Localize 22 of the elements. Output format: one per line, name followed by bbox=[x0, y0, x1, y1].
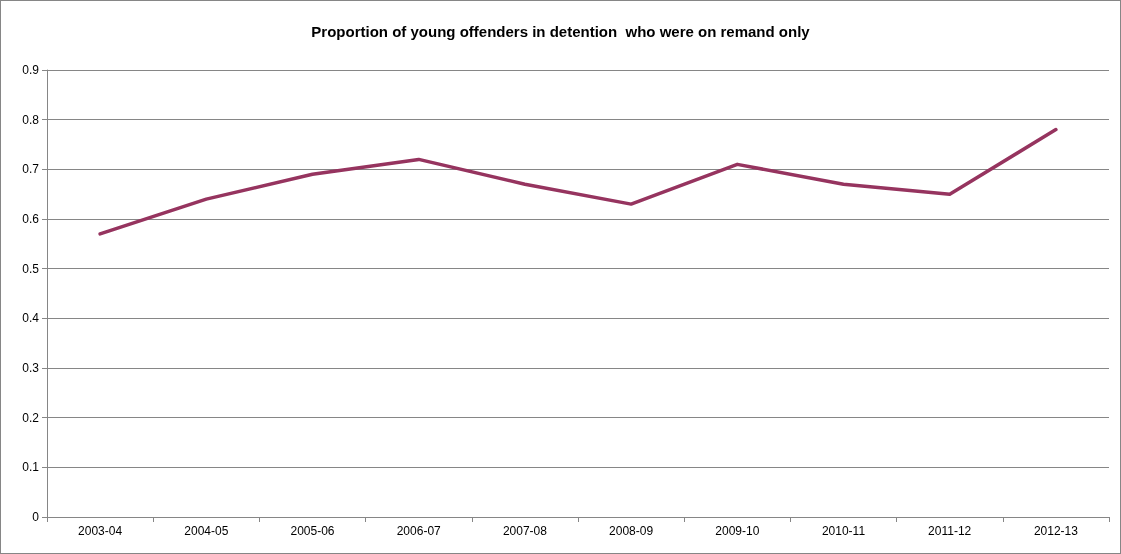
line-series bbox=[98, 127, 1058, 236]
y-tick-label: 0.8 bbox=[22, 112, 40, 127]
y-tick-label: 0.4 bbox=[22, 311, 40, 326]
y-tick-label: 0.5 bbox=[22, 261, 40, 276]
y-tick-label: 0.6 bbox=[22, 212, 40, 226]
y-tick-label: 0.7 bbox=[22, 162, 40, 177]
x-tick-label: 2003-04 bbox=[78, 524, 123, 538]
y-tick-label: 0.3 bbox=[22, 361, 40, 375]
x-tick-label: 2010-11 bbox=[821, 524, 866, 538]
y-tick-label: 0.1 bbox=[22, 460, 40, 475]
x-tick-label: 2011-12 bbox=[928, 524, 972, 538]
y-tick-label: 0.2 bbox=[22, 410, 40, 425]
y-tick-label: 0 bbox=[32, 510, 40, 524]
x-tick-label: 2009-10 bbox=[715, 524, 760, 538]
x-tick-label: 2008-09 bbox=[609, 524, 654, 538]
x-tick-label: 2006-07 bbox=[396, 524, 442, 538]
x-tick-label: 2012-13 bbox=[1033, 524, 1079, 538]
x-tick-label: 2004-05 bbox=[184, 524, 229, 538]
x-tick-label: 2007-08 bbox=[502, 524, 548, 538]
y-tick-label: 0.9 bbox=[22, 63, 40, 77]
chart-title: Proportion of young offenders in detention who were on remand only bbox=[311, 23, 811, 40]
x-tick-label: 2005-06 bbox=[290, 524, 335, 538]
